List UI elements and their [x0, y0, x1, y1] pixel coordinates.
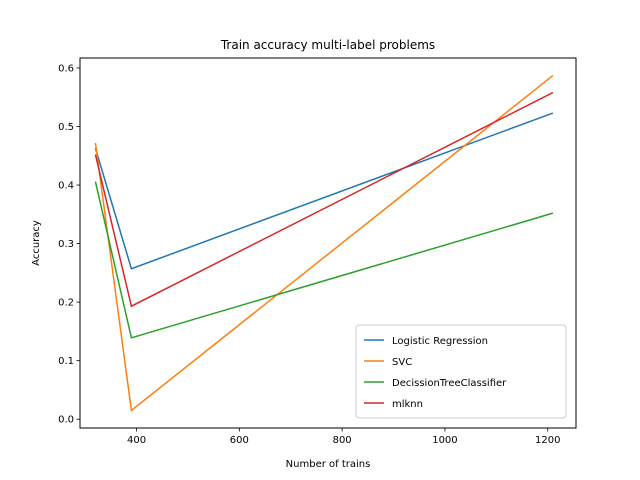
y-tick-label: 0.0	[58, 415, 74, 426]
plot-frame	[79, 57, 577, 429]
y-tick-label: 0.5	[58, 122, 74, 133]
x-tick-label: 1200	[535, 435, 560, 446]
legend-box	[355, 324, 567, 419]
y-tick-label: 0.4	[58, 181, 74, 192]
legend-entry-1: SVC	[392, 357, 412, 368]
plot-area	[94, 74, 554, 412]
y-tick-label: 0.2	[58, 298, 74, 309]
x-tick-label: 400	[127, 435, 146, 446]
y-axis-label: Accuracy	[31, 220, 42, 266]
chart-title: Train accuracy multi-label problems	[220, 38, 435, 52]
x-tick-label: 800	[333, 435, 352, 446]
x-axis-label: Number of trains	[286, 459, 371, 470]
series-line-3	[94, 91, 554, 308]
y-tick-label: 0.1	[58, 356, 74, 367]
x-tick-label: 600	[230, 435, 249, 446]
y-axis: 0.0 0.1 0.2 0.3 0.4 0.5 0.6	[58, 63, 80, 426]
legend-entry-2: DecissionTreeClassifier	[392, 378, 507, 389]
series-line-2	[94, 181, 554, 339]
series-line-0	[94, 112, 554, 270]
x-tick-label: 1000	[432, 435, 457, 446]
y-tick-label: 0.3	[58, 239, 74, 250]
legend-entry-0: Logistic Regression	[392, 336, 488, 347]
x-axis: 400 600 800 1000 1200	[127, 428, 560, 446]
y-tick-label: 0.6	[58, 63, 74, 74]
legend-entry-3: mlknn	[392, 399, 423, 410]
legend: Logistic Regression SVC DecissionTreeClass…	[355, 324, 567, 419]
